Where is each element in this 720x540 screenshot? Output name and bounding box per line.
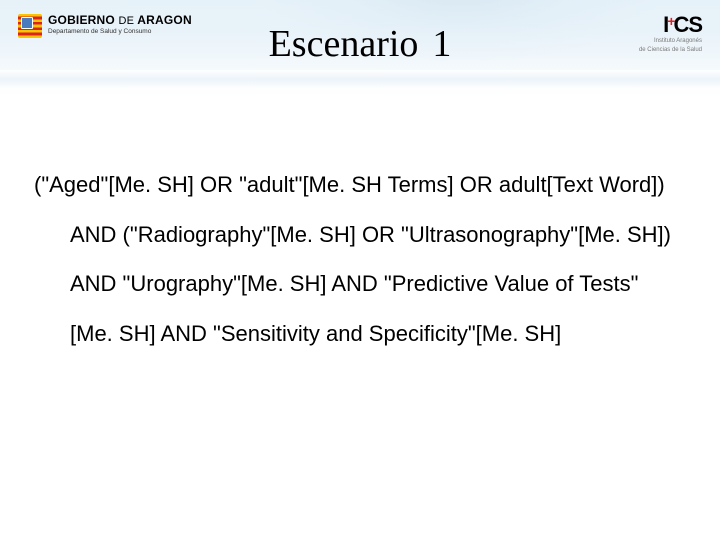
title-word: Escenario [269, 23, 419, 65]
background-ribbon [0, 70, 720, 88]
title-number: 1 [432, 23, 451, 65]
slide-title: Escenario 1 [0, 22, 720, 66]
query-body: ("Aged"[Me. SH] OR "adult"[Me. SH Terms]… [34, 160, 680, 358]
query-text: ("Aged"[Me. SH] OR "adult"[Me. SH Terms]… [34, 160, 680, 358]
